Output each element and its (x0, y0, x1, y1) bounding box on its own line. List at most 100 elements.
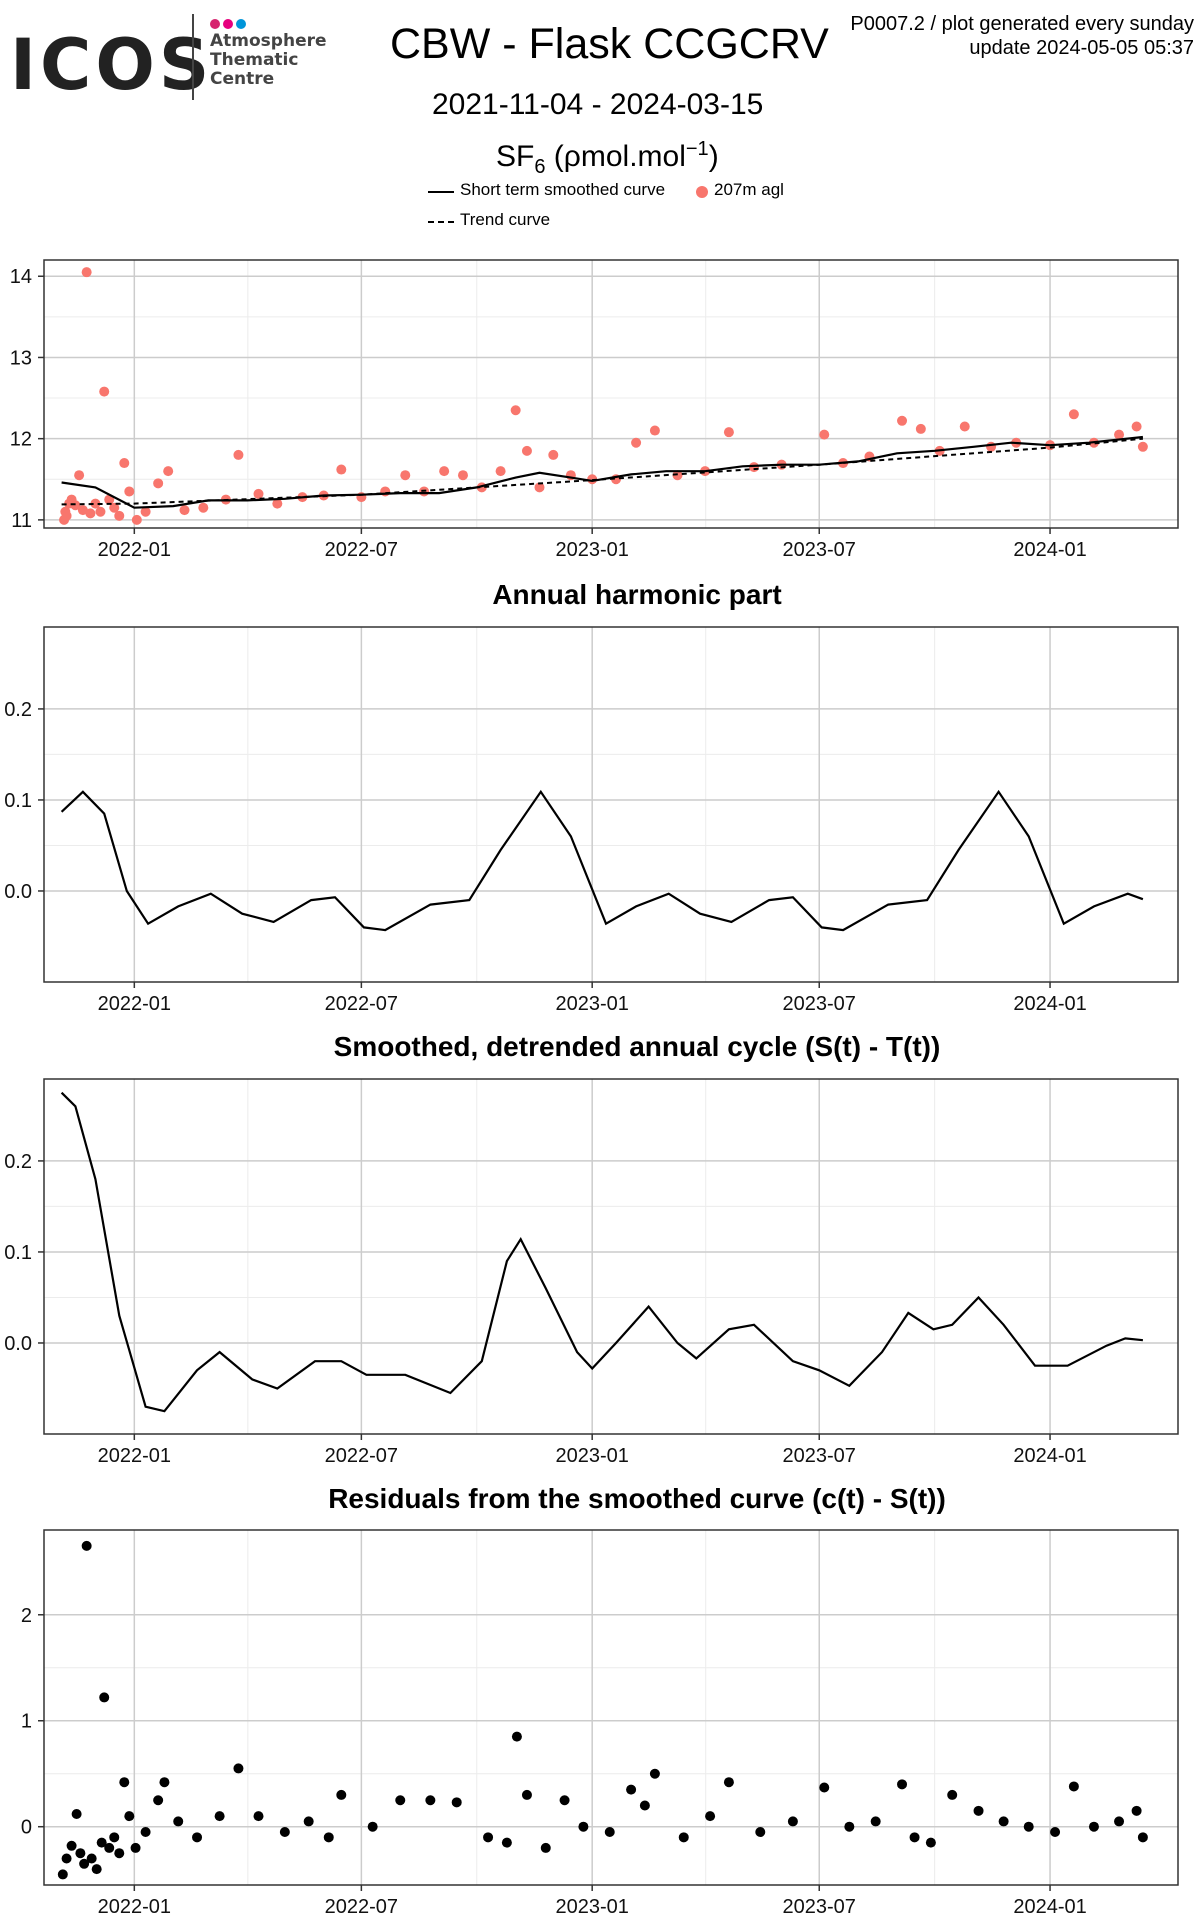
y-tick-label: 11 (11, 510, 32, 532)
panel-border (43, 1529, 1179, 1886)
x-tick-label: 2022-07 (325, 1445, 398, 1467)
residual-point (253, 1811, 264, 1822)
x-tick-label: 2022-01 (98, 993, 171, 1015)
data-point (510, 405, 521, 416)
residual-point (79, 1858, 90, 1869)
data-point (74, 470, 85, 481)
residual-point (61, 1853, 72, 1864)
note-line-1: P0007.2 / plot generated every sunday (850, 13, 1194, 35)
data-point (119, 458, 130, 469)
gas-unit: (ρmol.mol (545, 140, 686, 173)
legend-trend-label: Trend curve (460, 210, 551, 229)
logo-dots (210, 16, 249, 34)
residual-point (96, 1837, 107, 1848)
legend-solid-line-icon (428, 191, 454, 193)
logo-dot (223, 19, 233, 29)
data-point (61, 510, 72, 521)
panel-border (43, 626, 1179, 983)
data-point (272, 498, 283, 509)
data-point (77, 505, 88, 516)
data-point (986, 441, 997, 452)
residual-point (819, 1782, 830, 1793)
data-point (521, 445, 532, 456)
residual-point (119, 1777, 130, 1788)
residual-point (303, 1816, 314, 1827)
residual-point (705, 1811, 716, 1822)
residual-point (559, 1795, 570, 1806)
residual-point (1050, 1827, 1061, 1838)
x-tick-label: 2022-01 (98, 1896, 171, 1918)
data-point (90, 498, 101, 509)
residual-point (81, 1540, 92, 1551)
data-point (959, 421, 970, 432)
x-tick-label: 2024-01 (1013, 1896, 1086, 1918)
x-tick-label: 2024-01 (1013, 993, 1086, 1015)
data-point (457, 470, 468, 481)
residual-point (604, 1827, 615, 1838)
data-point (534, 482, 545, 493)
residual-point (1131, 1805, 1142, 1816)
x-tick-label: 2022-07 (325, 539, 398, 561)
data-point (1068, 409, 1079, 420)
residual-point (511, 1731, 522, 1742)
legend-points-label: 207m agl (714, 180, 784, 199)
logo-dot (236, 19, 246, 29)
residual-point (787, 1816, 798, 1827)
residual-point (578, 1821, 589, 1832)
x-tick-label: 2023-07 (783, 1445, 856, 1467)
data-point (1131, 421, 1142, 432)
residual-point (639, 1800, 650, 1811)
residual-point (153, 1795, 164, 1806)
residual-point (1114, 1816, 1125, 1827)
data-point (649, 425, 660, 436)
gas-unit-exponent: −1 (685, 138, 709, 160)
series-line (60, 1091, 1144, 1413)
gas-label: SF6 (ρmol.mol−1) (496, 138, 719, 179)
residual-point (1137, 1832, 1148, 1843)
residual-point (104, 1842, 115, 1853)
y-tick-label: 13 (10, 347, 32, 369)
x-tick-label: 2022-01 (98, 539, 171, 561)
data-point (495, 466, 506, 477)
data-point (114, 510, 125, 521)
data-point (253, 488, 264, 499)
date-range: 2021-11-04 - 2024-03-15 (432, 88, 764, 121)
panel-title: Smoothed, detrended annual cycle (S(t) -… (334, 1031, 941, 1062)
data-point (1114, 429, 1125, 440)
data-point (95, 506, 106, 517)
y-tick-label: 2 (21, 1605, 32, 1627)
chart-panel: 2022-01 2022-07 2023-01 2023-07 2024-01 0.0 0.… (4, 1031, 1179, 1467)
gas-subscript: 6 (534, 156, 546, 178)
residual-point (649, 1768, 660, 1779)
residual-point (57, 1869, 68, 1880)
residual-point (755, 1827, 766, 1838)
residual-point (1088, 1821, 1099, 1832)
x-tick-label: 2022-07 (325, 1896, 398, 1918)
residual-point (233, 1763, 244, 1774)
residual-point (86, 1853, 97, 1864)
residual-point (323, 1832, 334, 1843)
residual-point (540, 1842, 551, 1853)
residual-point (114, 1848, 125, 1859)
residual-point (279, 1827, 290, 1838)
residual-point (1068, 1781, 1079, 1792)
trend-curve (61, 437, 1143, 506)
note-line-2: update 2024-05-05 05:37 (969, 37, 1194, 59)
x-tick-label: 2024-01 (1013, 539, 1086, 561)
residual-point (897, 1779, 908, 1790)
residual-point (395, 1795, 406, 1806)
residual-point (425, 1795, 436, 1806)
residual-point (336, 1789, 347, 1800)
panel-title: Residuals from the smoothed curve (c(t) … (328, 1483, 946, 1514)
y-tick-label: 0.0 (4, 881, 32, 903)
residual-point (124, 1811, 135, 1822)
residual-point (367, 1821, 378, 1832)
chart-panel: 2022-01 2022-07 2023-01 2023-07 2024-01 0.0 0.… (4, 579, 1179, 1015)
legend-smoothed-label: Short term smoothed curve (460, 180, 666, 199)
data-point (915, 423, 926, 434)
data-point (124, 486, 135, 497)
panel-title: Annual harmonic part (492, 579, 781, 610)
data-point (897, 415, 908, 426)
panel-border (43, 1078, 1179, 1435)
